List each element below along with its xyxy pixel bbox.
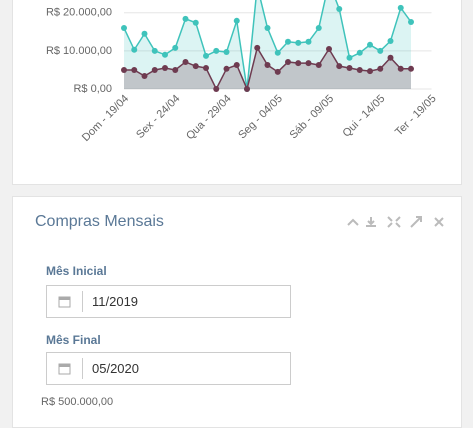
panel-title: Compras Mensais [35,213,164,230]
point [408,65,414,72]
x-tick-label: Ter - 19/05 [393,93,439,139]
point [213,47,220,54]
point [377,47,384,54]
point [315,62,322,68]
point [367,41,373,48]
collapse-icon[interactable] [347,218,359,226]
x-tick-label: Dom - 19/04 [80,93,131,144]
month-input[interactable]: 11/2019 [46,285,291,318]
point [223,49,230,56]
chart-card: R$ 0,00 R$ 10.000,00 R$ 20.000,00 Dom - 19/… [12,0,462,185]
series-area [124,47,411,89]
point [233,62,240,68]
point [274,49,281,56]
x-tick-label: Sex - 24/04 [134,93,182,141]
point [203,65,209,72]
point [397,4,404,11]
y-tick-label: R$ 0,00 [73,83,112,95]
point [233,17,240,24]
point [264,62,271,68]
input-value: 05/2020 [92,361,139,376]
point [397,65,404,72]
x-tick-label: Seg - 04/05 [236,93,285,142]
point [305,60,312,67]
point [295,39,302,46]
field-label: Mês Inicial [46,264,107,278]
point [295,60,302,67]
point [121,25,127,32]
point [182,58,189,65]
download-icon[interactable] [366,217,376,227]
chart: R$ 0,00 R$ 10.000,00 R$ 20.000,00 Dom - 19/… [46,0,439,144]
point [285,58,291,65]
point [141,30,148,37]
point [356,49,363,56]
point [408,18,414,25]
point [151,66,158,73]
compress-icon[interactable] [387,216,401,228]
x-tick-label: Qui - 14/05 [340,93,387,140]
month-input[interactable]: 05/2020 [46,352,291,385]
next-chart-tick: R$ 500.000,00 [41,396,114,408]
point [356,66,363,73]
point [305,38,312,45]
expand-icon[interactable] [410,216,422,228]
point [336,63,343,70]
close-icon[interactable] [434,217,444,227]
point [141,73,148,80]
y-tick-label: R$ 20.000,00 [46,7,112,19]
point [346,54,353,61]
point [387,38,394,44]
point [192,19,199,26]
point [264,25,271,32]
point [254,44,261,51]
point [131,66,138,73]
field-label: Mês Final [46,333,101,347]
point [192,63,199,70]
point [244,86,250,92]
point [131,46,138,53]
point [346,65,353,72]
point [326,46,332,52]
calendar-icon [58,363,71,375]
point [223,65,230,72]
series [121,44,414,92]
point [162,65,168,72]
point [213,86,220,92]
point [285,38,291,45]
point [172,66,179,73]
x-tick-label: Sáb - 09/05 [287,93,336,142]
panel: Compras Mensais Mês Inicial 11/2019 Mês … [12,196,462,428]
point [367,68,373,75]
input-value: 11/2019 [92,294,139,309]
point [315,25,322,32]
panel-icons [347,216,444,228]
separator [82,358,83,379]
separator [82,291,83,312]
point [336,6,343,12]
y-tick-label: R$ 10.000,00 [46,45,112,57]
page: R$ 0,00 R$ 10.000,00 R$ 20.000,00 Dom - 19/… [12,0,462,428]
point [274,68,281,75]
calendar-icon [58,296,71,308]
point [162,51,168,58]
point [182,15,189,22]
point [121,66,127,73]
point [172,44,179,51]
point [387,54,394,61]
point [203,52,209,59]
point [377,65,384,72]
point [151,47,158,54]
x-tick-label: Qua - 29/04 [184,93,234,143]
